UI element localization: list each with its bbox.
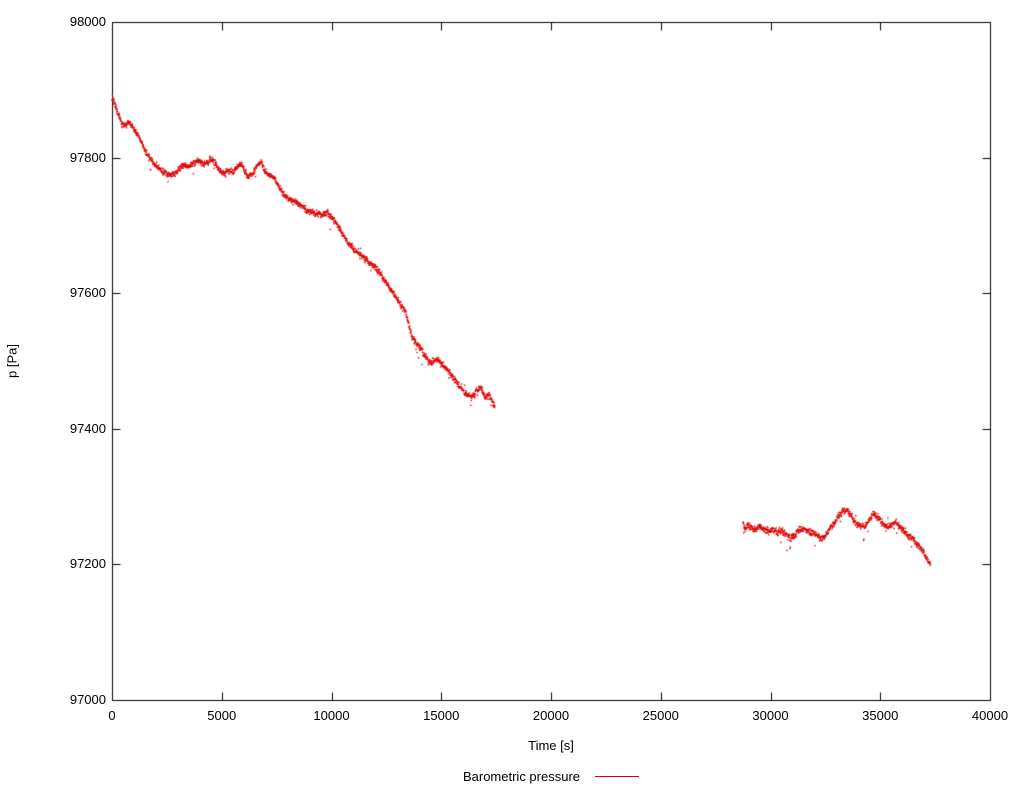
- x-tick-label: 40000: [971, 708, 1009, 723]
- x-tick-label: 20000: [532, 708, 570, 723]
- x-tick-label: 10000: [313, 708, 350, 723]
- x-tick-label: 25000: [642, 708, 679, 723]
- y-tick-label: 97000: [69, 692, 106, 707]
- y-tick-label: 97800: [69, 149, 106, 165]
- x-axis-label: Time [s]: [528, 738, 574, 753]
- x-tick-label: 5000: [207, 708, 237, 723]
- y-tick-label: 97400: [69, 420, 106, 436]
- x-tick-label: 35000: [862, 708, 899, 723]
- x-tick-label: 15000: [423, 708, 460, 723]
- y-tick-label: 97600: [69, 285, 106, 301]
- x-tick-label: 30000: [752, 708, 789, 723]
- x-tick-label: 0: [108, 708, 116, 723]
- legend-line-sample: [595, 776, 640, 777]
- y-tick-label: 97200: [69, 556, 106, 572]
- legend: Barometric pressure: [112, 769, 990, 784]
- y-axis-label: p [Pa]: [4, 344, 20, 378]
- y-tick-label: 98000: [69, 14, 106, 29]
- legend-label: Barometric pressure: [462, 769, 581, 784]
